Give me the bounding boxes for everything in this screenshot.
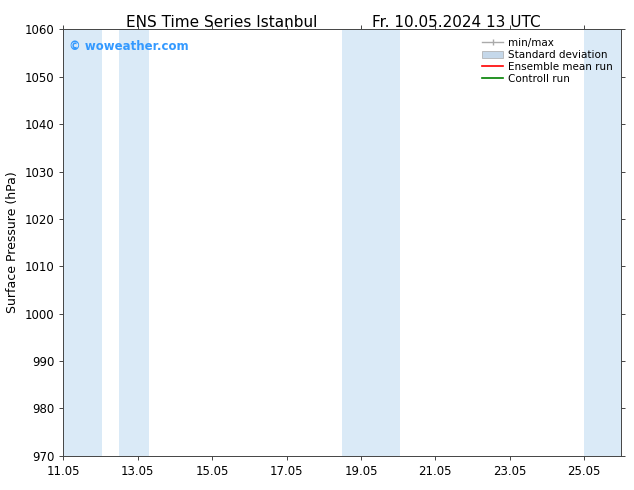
Bar [119,29,149,456]
Text: ENS Time Series Istanbul: ENS Time Series Istanbul [126,15,318,30]
Bar [372,29,400,456]
Legend: min/max, Standard deviation, Ensemble mean run, Controll run: min/max, Standard deviation, Ensemble me… [479,35,616,87]
Y-axis label: Surface Pressure (hPa): Surface Pressure (hPa) [6,172,19,314]
Bar [584,29,621,456]
Bar [342,29,372,456]
Text: © woweather.com: © woweather.com [69,40,188,53]
Text: Fr. 10.05.2024 13 UTC: Fr. 10.05.2024 13 UTC [372,15,541,30]
Bar [63,29,103,456]
